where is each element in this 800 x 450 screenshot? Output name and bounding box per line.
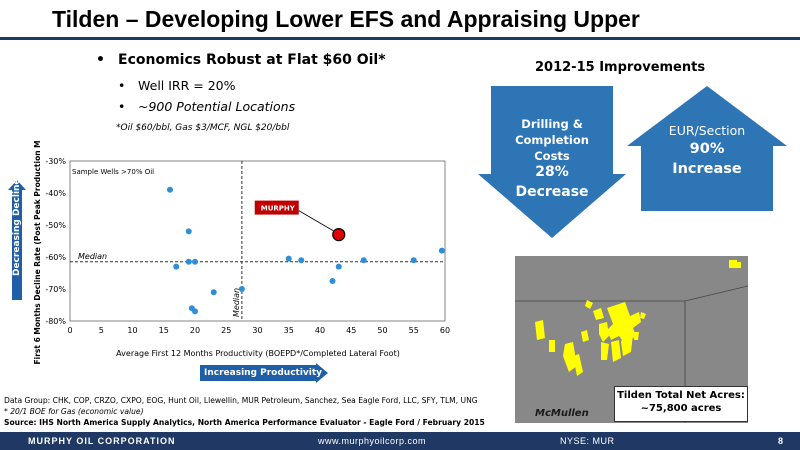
sub-bullet-text: ~900 Potential Locations [138, 99, 296, 114]
y-tick-label: -50% [45, 221, 66, 230]
murphy-callout-leader [298, 210, 335, 232]
y-tick-label: -80% [45, 317, 66, 326]
source-note: Source: IHS North America Supply Analyti… [4, 418, 485, 427]
x-tick-label: 10 [127, 326, 137, 335]
decreasing-decline-arrow [8, 180, 26, 300]
data-point [173, 263, 180, 270]
y-tick-label: -40% [45, 189, 66, 198]
plot-area [69, 160, 446, 322]
data-point [185, 258, 192, 265]
data-point [438, 247, 445, 254]
boe-footnote: * 20/1 BOE for Gas (economic value) [4, 407, 144, 416]
murphy-data-point [332, 227, 346, 242]
bullet-dot: • [118, 78, 126, 93]
eur-up-arrow [627, 86, 787, 211]
y-axis-label: First 6 Months Decline Rate (Post Peak P… [33, 140, 42, 364]
bullet-dot: • [118, 99, 126, 114]
median-y-label: Median [78, 252, 107, 261]
sub-bullet-text: Well IRR = 20% [138, 78, 236, 93]
x-tick-label: 35 [284, 326, 294, 335]
footer-bar: MURPHY OIL CORPORATION www.murphyoilcorp… [0, 432, 800, 450]
data-point [238, 286, 245, 292]
drilling-cost-value: 28% [535, 164, 569, 180]
footer-company: MURPHY OIL CORPORATION [28, 436, 176, 446]
x-tick-label: 0 [67, 326, 72, 335]
x-tick-label: 5 [99, 326, 104, 335]
acreage-tracts [535, 260, 741, 376]
drilling-cost-label: Drilling & Completion Costs [515, 117, 589, 163]
x-tick-label: 60 [440, 326, 450, 335]
increasing-productivity-label: Increasing Productivity [204, 368, 323, 378]
county-line [515, 285, 749, 302]
eur-label: EUR/Section [668, 123, 746, 138]
title-divider [0, 37, 800, 40]
x-tick-label: 20 [190, 326, 200, 335]
data-point [335, 263, 342, 270]
data-point [410, 257, 417, 264]
data-point [210, 289, 217, 296]
drilling-cost-change: Decrease [515, 184, 589, 200]
net-acres-box: Tilden Total Net Acres: ~75,800 acres [614, 386, 748, 422]
x-tick-label: 15 [159, 326, 169, 335]
data-point [192, 308, 198, 315]
y-tick-label: -30% [45, 157, 66, 166]
improvements-title: 2012-15 Improvements [535, 60, 706, 75]
chart-note: Sample Wells >70% Oil [72, 168, 154, 176]
eur-change: Increase [672, 161, 742, 177]
footer-url[interactable]: www.murphyoilcorp.com [318, 436, 427, 446]
acreage-map-graphic [515, 260, 749, 423]
bullet-dot: • [96, 52, 105, 68]
page-number: 8 [778, 436, 784, 446]
data-point [285, 255, 292, 262]
x-tick-label: 55 [409, 326, 419, 335]
data-point [185, 228, 192, 235]
data-point [192, 258, 198, 265]
price-footnote: *Oil $60/bbl, Gas $3/MCF, NGL $20/bbl [116, 123, 290, 133]
x-tick-label: 40 [315, 326, 325, 335]
net-acres-value: ~75,800 acres [640, 403, 722, 414]
main-bullet-text: Economics Robust at Flat $60 Oil* [118, 52, 386, 68]
footer-ticker: NYSE: MUR [560, 436, 615, 446]
page-title: Tilden – Developing Lower EFS and Apprai… [52, 6, 640, 32]
data-point [167, 186, 173, 193]
decline-productivity-scatter-chart: 0 5 10 15 20 25 30 35 40 45 50 55 60 -30% -40% -50% -60%… [33, 140, 450, 364]
eur-value: 90% [689, 141, 725, 157]
x-axis-label: Average First 12 Months Productivity (BO… [116, 349, 400, 358]
y-tick-label: -60% [45, 253, 66, 262]
data-point [298, 257, 305, 264]
x-tick-label: 50 [377, 326, 387, 335]
decreasing-decline-label: Decreasing Decline [12, 178, 22, 276]
murphy-callout [254, 200, 299, 215]
median-x-label: Median [232, 288, 241, 317]
data-point [360, 257, 367, 264]
x-tick-label: 25 [221, 326, 231, 335]
murphy-callout-label: MURPHY [261, 205, 296, 213]
drilling-cost-down-arrow [478, 86, 626, 238]
increasing-productivity-arrow [200, 363, 328, 383]
net-acres-label: Tilden Total Net Acres: [617, 390, 745, 401]
data-point [329, 278, 336, 284]
x-tick-label: 45 [346, 326, 356, 335]
y-tick-label: -70% [45, 285, 66, 294]
x-tick-label: 30 [252, 326, 262, 335]
data-group-note: Data Group: CHK, COP, CRZO, CXPO, EOG, H… [4, 396, 478, 405]
county-label-mcmullen: McMullen [535, 408, 589, 419]
